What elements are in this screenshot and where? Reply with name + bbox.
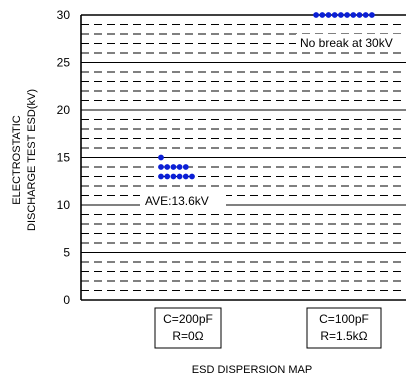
- data-point: [164, 173, 171, 180]
- data-point: [313, 12, 319, 18]
- category-label-box: C=100pF R=1.5kΩ: [306, 307, 382, 349]
- data-point: [182, 164, 189, 170]
- grid-lines: [81, 24, 406, 291]
- no-break-label-background: [296, 34, 406, 51]
- y-axis-label-line2: DISCHARGE TEST ESD(kV): [26, 89, 38, 231]
- y-tick-labels: 0 5 10 15 20 25 30: [57, 8, 71, 307]
- avg-label-background: [140, 192, 226, 209]
- data-point: [164, 164, 171, 170]
- data-point: [176, 164, 183, 170]
- data-point: [356, 12, 363, 18]
- average-annotation: AVE:13.6kV: [145, 194, 209, 208]
- data-point: [170, 173, 177, 180]
- category-labels: C=200pF R=0Ω C=100pF R=1.5kΩ: [154, 307, 382, 349]
- category-box-border: [306, 307, 382, 349]
- y-tick-label: 10: [57, 198, 71, 212]
- y-tick-label: 0: [63, 293, 70, 307]
- data-point: [331, 12, 338, 18]
- data-point: [158, 164, 164, 170]
- y-tick-label: 20: [57, 103, 71, 117]
- data-point: [362, 12, 369, 18]
- data-point: [176, 173, 183, 180]
- category-label-line: R=0Ω: [172, 329, 203, 343]
- category-label-line: C=100pF: [319, 312, 369, 326]
- data-point: [189, 173, 195, 180]
- data-point: [182, 173, 189, 180]
- y-tick-label: 15: [57, 151, 71, 165]
- y-axis-label-line1: ELECTROSTATIC: [11, 115, 23, 204]
- category-label-box: C=200pF R=0Ω: [154, 307, 222, 349]
- x-axis-title: ESD DISPERSION MAP: [192, 364, 312, 376]
- y-tick-label: 30: [57, 8, 71, 22]
- data-point: [369, 12, 375, 18]
- y-tick-label: 5: [63, 246, 70, 260]
- data-point: [319, 12, 326, 18]
- category-label-line: R=1.5kΩ: [320, 329, 367, 343]
- data-point: [344, 12, 350, 18]
- y-tick-label: 25: [57, 56, 71, 70]
- category-box-border: [154, 307, 222, 349]
- data-point: [350, 12, 357, 18]
- data-point: [158, 154, 164, 161]
- data-point: [325, 12, 332, 18]
- data-points: [158, 12, 375, 180]
- data-point: [338, 12, 344, 18]
- data-point: [158, 173, 164, 180]
- no-break-annotation: No break at 30kV: [300, 36, 393, 50]
- data-point: [170, 164, 177, 170]
- category-label-line: C=200pF: [163, 312, 213, 326]
